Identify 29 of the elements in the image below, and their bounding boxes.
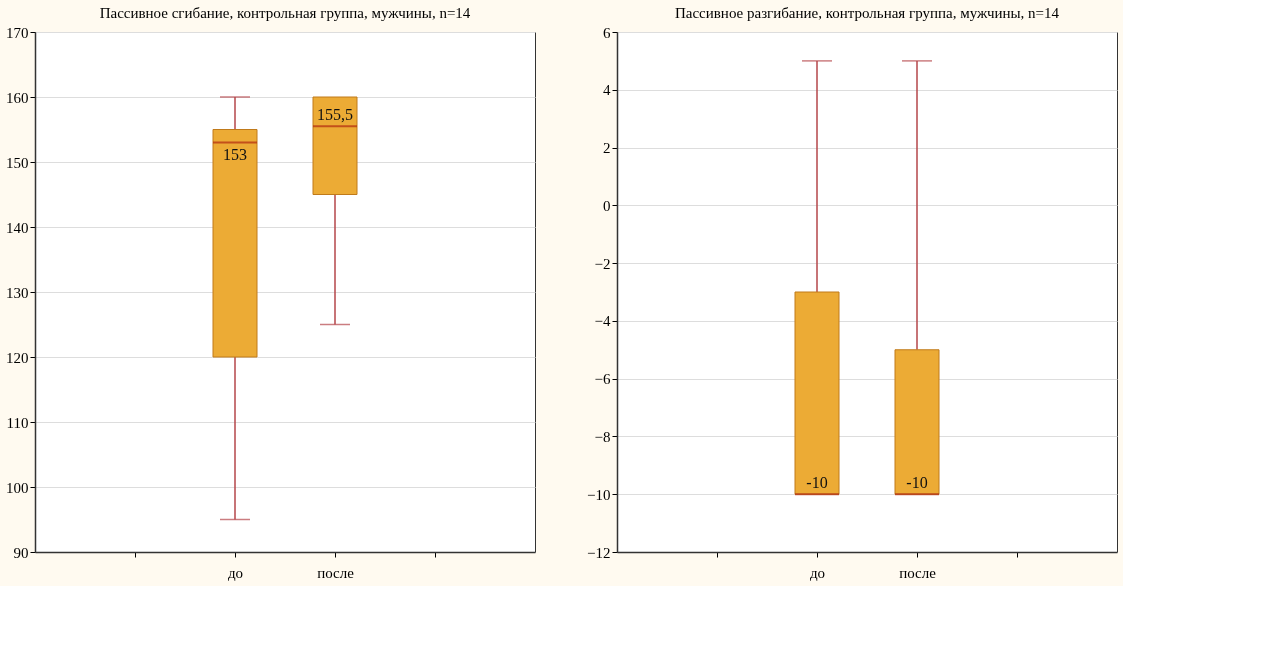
y-tick-label: −8 <box>594 428 611 445</box>
y-tick-label: 160 <box>6 89 29 106</box>
y-tick-label: −4 <box>594 313 611 330</box>
y-tick-label: −12 <box>587 544 611 561</box>
y-tick-label: −10 <box>587 486 611 503</box>
y-tick-label: 170 <box>6 24 29 41</box>
y-tick-label: 6 <box>603 24 611 41</box>
x-tick-label: до <box>227 564 244 581</box>
annotation: 155,5 <box>317 106 353 124</box>
y-tick-label: 0 <box>603 197 611 214</box>
y-tick-label: 90 <box>13 544 29 561</box>
y-tick-label: 130 <box>6 284 29 301</box>
x-tick-label: после <box>899 564 937 581</box>
annotation: -10 <box>806 474 828 492</box>
y-tick-label: 2 <box>603 140 611 157</box>
annotation: 153 <box>223 145 247 163</box>
y-tick-label: 150 <box>6 154 29 171</box>
y-tick-label: 140 <box>6 219 29 236</box>
x-tick-label: до <box>809 564 826 581</box>
x-tick-label: после <box>317 564 355 581</box>
annotation: -10 <box>906 474 928 492</box>
y-tick-label: 100 <box>6 479 29 496</box>
chart-title: Пассивное разгибание, контрольная группа, мужчины, n=14 <box>674 5 1060 21</box>
y-tick-label: −2 <box>594 255 611 272</box>
y-tick-label: 110 <box>6 414 29 431</box>
chart-title: Пассивное сгибание, контрольная группа, мужчины, n=14 <box>99 5 471 21</box>
y-tick-label: 4 <box>603 82 611 99</box>
y-tick-label: −6 <box>594 371 611 388</box>
y-tick-label: 120 <box>6 349 29 366</box>
